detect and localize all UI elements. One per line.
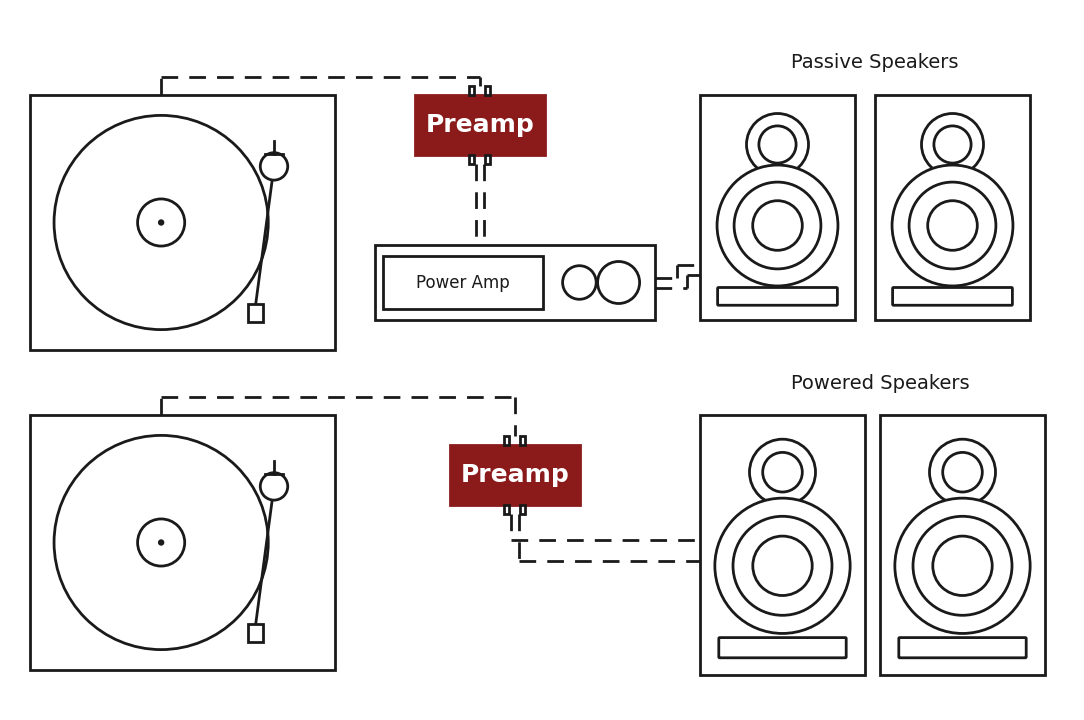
Text: Passive Speakers: Passive Speakers [791,53,958,72]
Bar [486,86,490,95]
Circle shape [158,220,164,225]
Circle shape [921,114,983,176]
Circle shape [752,536,812,595]
Circle shape [260,472,287,500]
Bar [700,95,855,320]
Bar [700,415,865,675]
Circle shape [138,519,184,566]
Circle shape [733,516,833,616]
Text: Preamp: Preamp [461,463,569,487]
Bar [504,505,509,514]
Bar [520,505,526,514]
Circle shape [934,126,971,163]
Circle shape [895,498,1030,634]
Bar [875,95,1030,320]
Bar [248,624,263,642]
Bar [504,436,509,445]
Circle shape [597,261,640,304]
Circle shape [943,452,982,492]
Circle shape [714,498,850,634]
Circle shape [138,199,184,246]
Circle shape [747,114,809,176]
Circle shape [763,452,802,492]
Circle shape [158,540,164,545]
Bar [880,415,1045,675]
Bar [469,86,475,95]
Text: Power Amp: Power Amp [416,274,511,292]
Circle shape [909,182,996,269]
Circle shape [260,153,287,180]
Bar [520,436,526,445]
Text: Powered Speakers: Powered Speakers [790,374,969,393]
Bar [415,95,545,155]
FancyBboxPatch shape [892,287,1012,305]
Circle shape [717,165,838,286]
Bar [450,445,580,505]
FancyBboxPatch shape [719,638,847,658]
Circle shape [929,439,995,505]
Text: Preamp: Preamp [426,113,534,137]
Circle shape [913,516,1012,616]
Circle shape [54,436,268,649]
Circle shape [928,201,978,251]
Bar [375,245,655,320]
Circle shape [563,266,596,300]
Bar [248,304,263,322]
Circle shape [734,182,821,269]
Circle shape [933,536,992,595]
Circle shape [54,115,268,330]
FancyBboxPatch shape [718,287,838,305]
Circle shape [892,165,1012,286]
Circle shape [759,126,796,163]
Circle shape [749,439,815,505]
Bar [30,95,335,350]
FancyBboxPatch shape [899,638,1027,658]
Bar [486,155,490,164]
Bar [30,415,335,670]
Bar [384,256,543,309]
Circle shape [752,201,802,251]
Bar [469,155,475,164]
